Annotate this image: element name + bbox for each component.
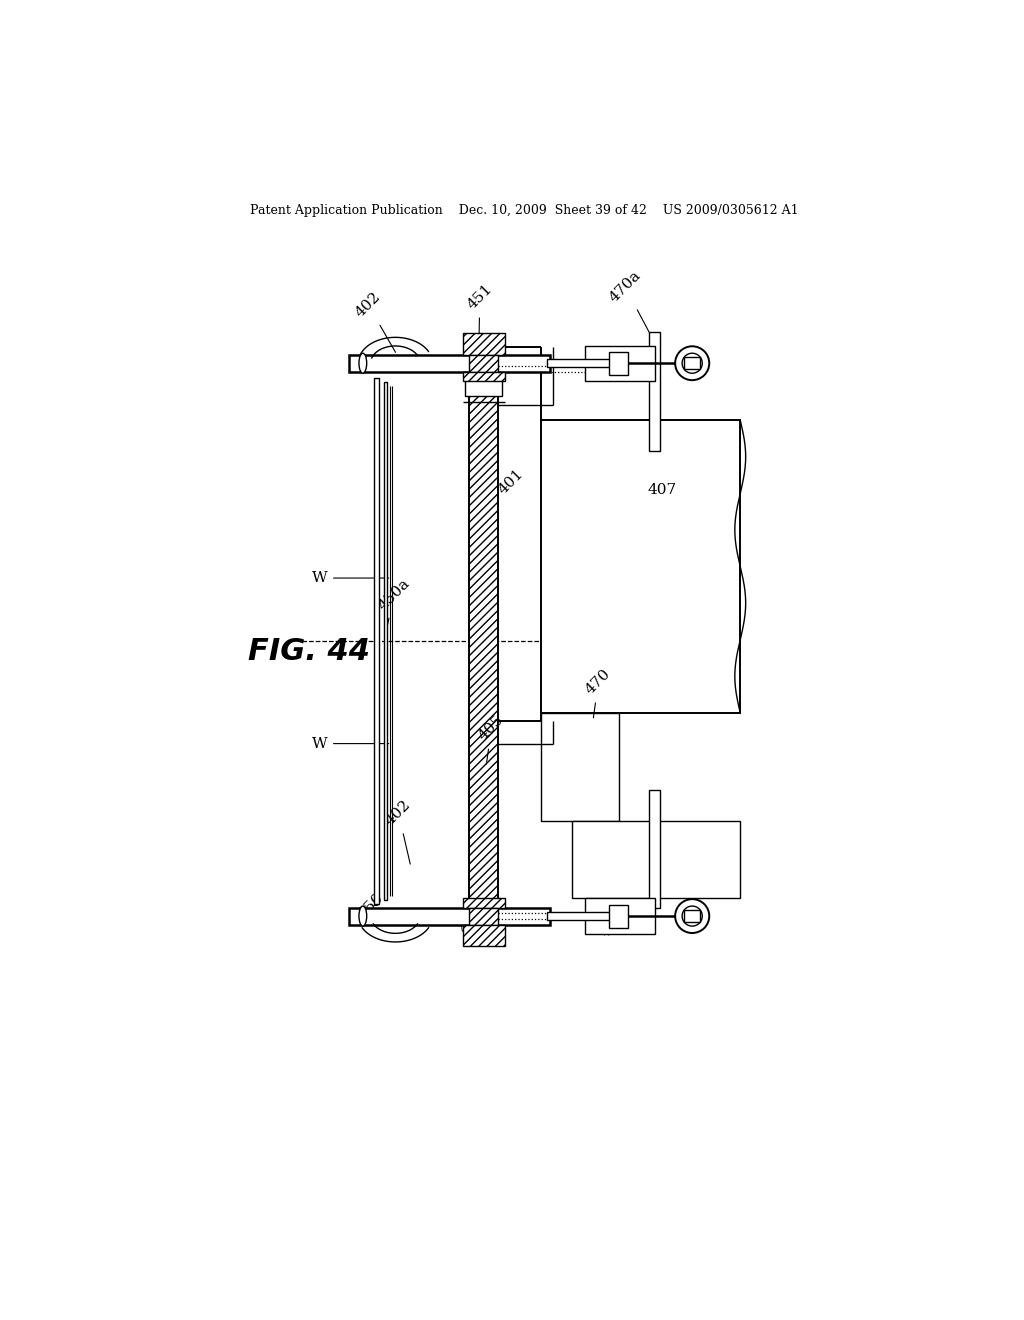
Bar	[469, 355, 499, 372]
Ellipse shape	[359, 354, 367, 374]
Bar	[384, 381, 387, 900]
Bar	[463, 372, 505, 381]
Bar	[547, 912, 616, 920]
Text: 405: 405	[476, 713, 507, 764]
Bar	[586, 899, 655, 933]
Bar	[469, 908, 499, 924]
Text: FIG. 44: FIG. 44	[248, 636, 370, 665]
Bar	[684, 358, 700, 370]
Text: 451: 451	[465, 282, 495, 334]
Bar	[649, 331, 660, 451]
Text: 451: 451	[457, 906, 487, 936]
Circle shape	[682, 354, 702, 374]
Ellipse shape	[359, 906, 367, 927]
Bar	[586, 346, 655, 381]
Bar	[463, 333, 505, 355]
Bar	[684, 909, 700, 923]
Text: 450a: 450a	[376, 576, 413, 634]
Text: 402: 402	[383, 797, 414, 865]
Text: W: W	[312, 737, 389, 751]
Bar	[649, 789, 660, 908]
Text: Patent Application Publication    Dec. 10, 2009  Sheet 39 of 42    US 2009/03056: Patent Application Publication Dec. 10, …	[251, 205, 799, 218]
Text: 470: 470	[583, 667, 613, 718]
Bar	[608, 904, 628, 928]
Circle shape	[682, 906, 702, 927]
Bar	[349, 908, 550, 924]
Text: 407: 407	[647, 483, 677, 498]
Text: 450: 450	[356, 890, 386, 921]
Bar	[547, 359, 616, 367]
Text: 402: 402	[353, 289, 395, 352]
Bar	[469, 339, 499, 932]
Bar	[541, 420, 740, 713]
Bar	[463, 899, 505, 908]
Bar	[349, 355, 550, 372]
Text: 470a: 470a	[606, 268, 653, 341]
Bar	[463, 924, 505, 946]
Text: W: W	[312, 572, 389, 585]
Bar	[608, 351, 628, 375]
Text: 470a: 470a	[599, 903, 652, 940]
Bar	[375, 378, 379, 904]
Bar	[541, 713, 618, 821]
Text: 401: 401	[496, 466, 526, 498]
Bar	[572, 821, 740, 898]
Bar	[465, 379, 503, 396]
Circle shape	[675, 899, 710, 933]
Circle shape	[675, 346, 710, 380]
